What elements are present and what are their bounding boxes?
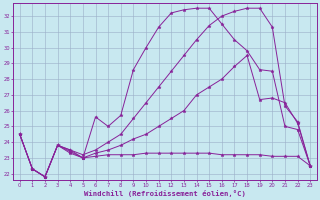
X-axis label: Windchill (Refroidissement éolien,°C): Windchill (Refroidissement éolien,°C) xyxy=(84,190,246,197)
